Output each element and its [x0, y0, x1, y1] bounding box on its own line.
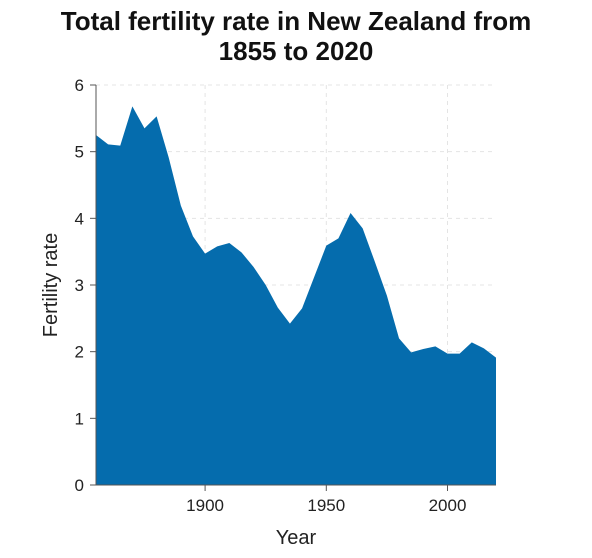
y-tick-label: 1	[75, 409, 84, 428]
y-tick-label: 0	[75, 476, 84, 495]
fertility-area	[96, 106, 496, 485]
y-tick-label: 4	[75, 209, 84, 228]
x-tick-label: 1900	[186, 496, 224, 515]
data-area	[96, 106, 496, 485]
chart-title-line-1: Total fertility rate in New Zealand from	[61, 6, 532, 36]
y-tick-label: 5	[75, 143, 84, 162]
x-axis-label: Year	[276, 527, 317, 549]
y-tick-label: 6	[75, 76, 84, 95]
x-axis-ticks: 1900 1950 2000	[186, 485, 466, 515]
y-tick-label: 2	[75, 343, 84, 362]
y-axis-ticks: 0 1 2 3 4 5 6	[75, 76, 96, 495]
y-tick-label: 3	[75, 276, 84, 295]
x-tick-label: 2000	[429, 496, 467, 515]
chart-title-line-2: 1855 to 2020	[219, 36, 374, 66]
y-axis-label: Fertility rate	[40, 233, 62, 337]
x-tick-label: 1950	[307, 496, 345, 515]
